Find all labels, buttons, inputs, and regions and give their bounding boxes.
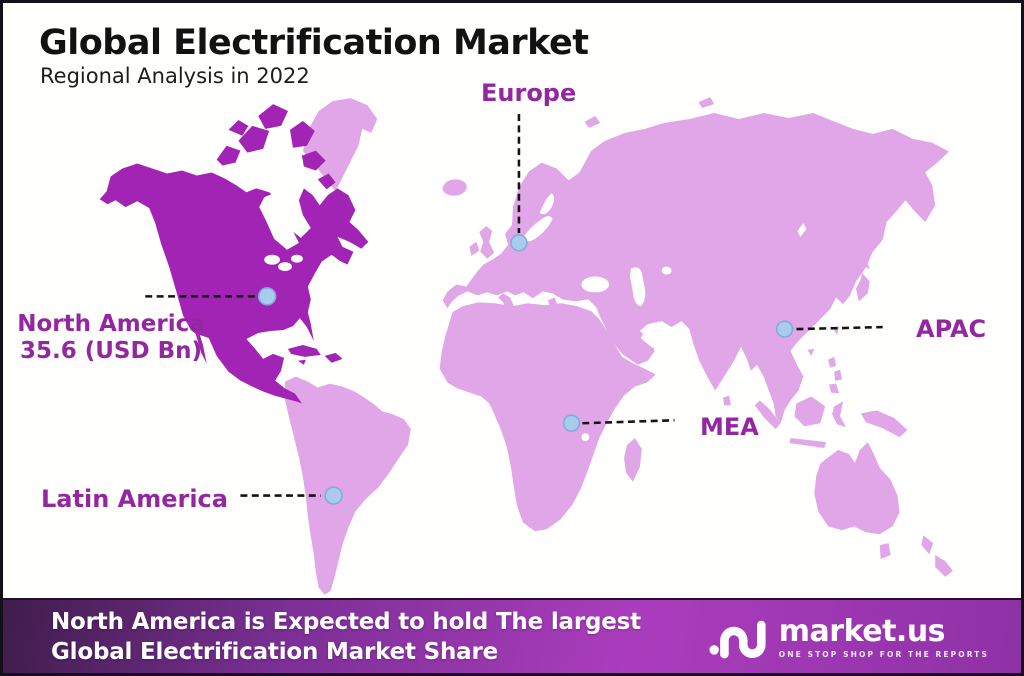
banner-line1: North America is Expected to hold The la… bbox=[51, 609, 641, 635]
marketus-logo-name: market.us bbox=[778, 613, 946, 649]
label-apac: APAC bbox=[916, 315, 987, 343]
marketus-logo-text: market.us ONE STOP SHOP FOR THE REPORTS bbox=[778, 613, 989, 659]
label-north-america-name: North America bbox=[17, 311, 205, 337]
page-subtitle: Regional Analysis in 2022 bbox=[40, 64, 310, 88]
region-north-america-highlight bbox=[99, 104, 369, 404]
water-bodies bbox=[259, 191, 807, 442]
label-mea: MEA bbox=[700, 413, 759, 441]
marker-north-america bbox=[257, 287, 277, 306]
marketus-logo: market.us ONE STOP SHOP FOR THE REPORTS bbox=[709, 609, 989, 665]
marker-mea bbox=[562, 414, 581, 432]
leader-line-mea bbox=[582, 418, 675, 425]
label-north-america: North America 35.6 (USD Bn) bbox=[13, 311, 209, 365]
marker-europe bbox=[510, 234, 528, 252]
banner-line2: Global Electrification Market Share bbox=[51, 639, 499, 665]
markers bbox=[257, 234, 794, 505]
marketus-logo-tagline: ONE STOP SHOP FOR THE REPORTS bbox=[778, 649, 989, 659]
region-rest-of-world bbox=[285, 97, 954, 605]
leader-line-apac bbox=[796, 325, 883, 331]
label-europe: Europe bbox=[481, 79, 577, 107]
world-map bbox=[99, 97, 954, 605]
footer-banner: North America is Expected to hold The la… bbox=[3, 598, 1021, 673]
banner-text: North America is Expected to hold The la… bbox=[51, 607, 641, 667]
marker-apac bbox=[775, 320, 794, 338]
marker-latin-america bbox=[324, 486, 343, 505]
leader-lines bbox=[145, 114, 883, 497]
label-latin-america: Latin America bbox=[41, 485, 228, 513]
marketus-logo-icon bbox=[709, 620, 766, 659]
page-title: Global Electrification Market bbox=[39, 23, 589, 63]
label-north-america-value: 35.6 (USD Bn) bbox=[19, 338, 203, 364]
